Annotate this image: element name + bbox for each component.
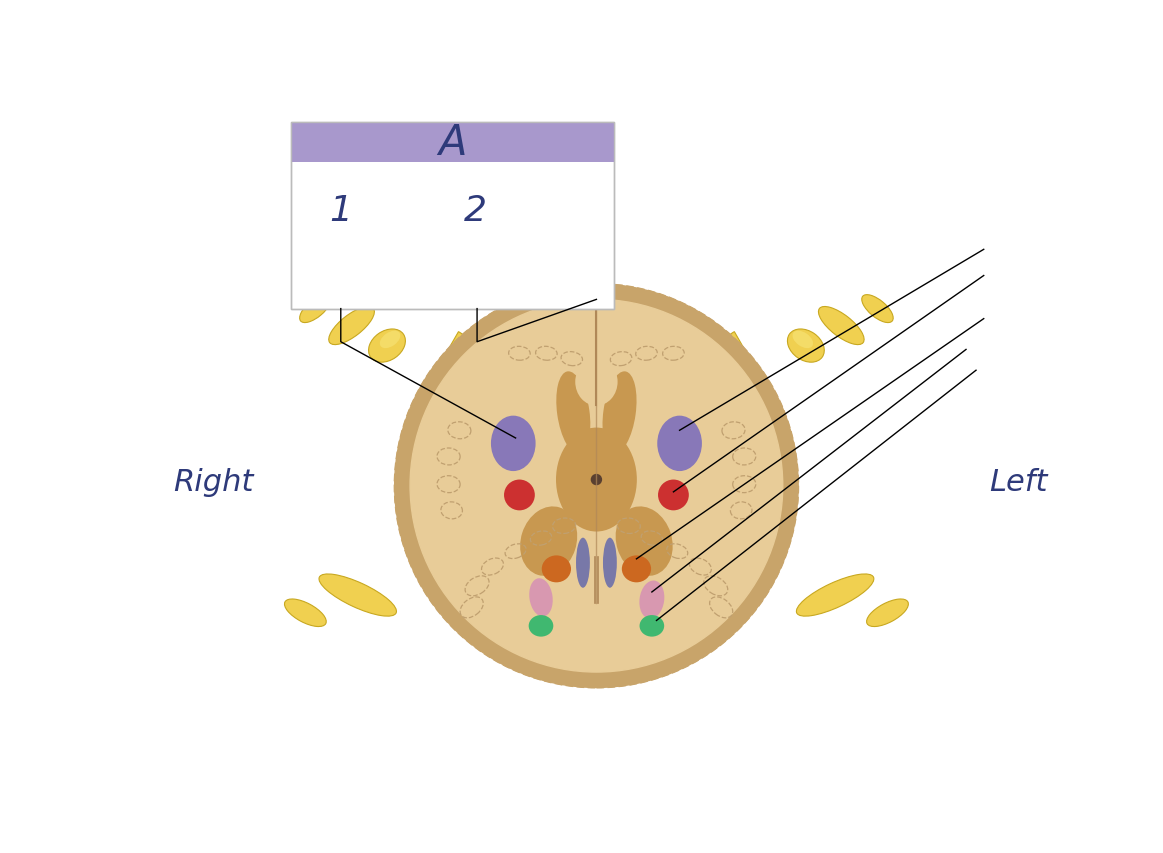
- Ellipse shape: [622, 556, 651, 583]
- Ellipse shape: [300, 295, 331, 323]
- Ellipse shape: [602, 372, 636, 455]
- Ellipse shape: [602, 538, 616, 588]
- Ellipse shape: [578, 552, 615, 598]
- Text: Left: Left: [989, 467, 1048, 496]
- Ellipse shape: [369, 329, 406, 363]
- Ellipse shape: [797, 574, 873, 617]
- Circle shape: [411, 300, 783, 672]
- Ellipse shape: [615, 507, 672, 577]
- Polygon shape: [726, 565, 776, 598]
- Ellipse shape: [529, 615, 554, 637]
- Ellipse shape: [787, 329, 825, 363]
- Circle shape: [592, 475, 601, 485]
- Circle shape: [394, 285, 798, 688]
- Ellipse shape: [491, 416, 536, 472]
- Ellipse shape: [285, 600, 327, 627]
- Ellipse shape: [792, 331, 813, 349]
- Ellipse shape: [380, 331, 400, 349]
- Ellipse shape: [657, 416, 702, 472]
- Ellipse shape: [319, 574, 397, 617]
- Text: A: A: [438, 122, 466, 164]
- Bar: [291, 123, 614, 310]
- Ellipse shape: [556, 428, 637, 532]
- Bar: [291, 123, 614, 310]
- Ellipse shape: [658, 480, 688, 511]
- Ellipse shape: [862, 295, 893, 323]
- Ellipse shape: [542, 556, 571, 583]
- Polygon shape: [449, 332, 479, 373]
- Text: 2: 2: [464, 194, 487, 228]
- Polygon shape: [714, 332, 743, 373]
- Text: Right: Right: [173, 467, 254, 496]
- Ellipse shape: [866, 600, 908, 627]
- Ellipse shape: [329, 307, 374, 345]
- Text: 1: 1: [329, 194, 352, 228]
- Ellipse shape: [640, 581, 664, 619]
- Ellipse shape: [520, 507, 577, 577]
- Ellipse shape: [576, 358, 618, 406]
- Bar: [291, 123, 614, 163]
- Ellipse shape: [819, 307, 864, 345]
- Ellipse shape: [504, 480, 535, 511]
- Ellipse shape: [640, 615, 664, 637]
- Ellipse shape: [556, 372, 591, 455]
- Ellipse shape: [576, 538, 590, 588]
- Polygon shape: [418, 565, 468, 598]
- Ellipse shape: [529, 578, 552, 617]
